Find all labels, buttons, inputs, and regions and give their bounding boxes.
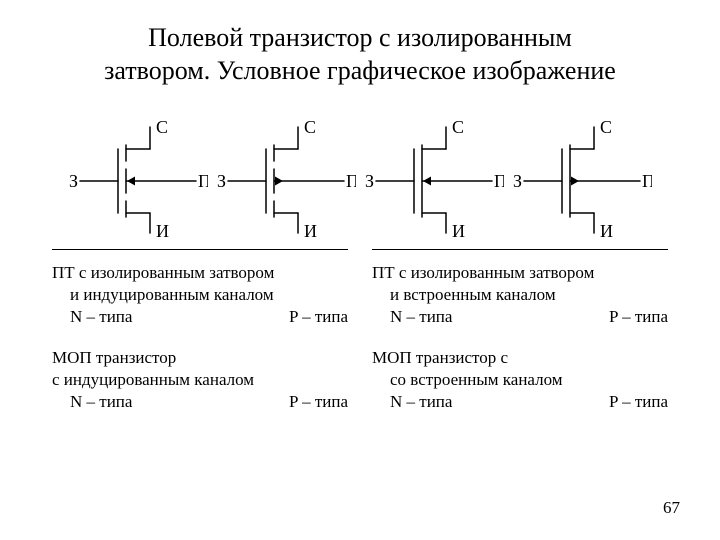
n-type: N – типа	[390, 391, 452, 413]
svg-text:П: П	[494, 171, 504, 191]
svg-text:С: С	[452, 121, 464, 137]
svg-text:И: И	[156, 221, 169, 241]
svg-text:С: С	[304, 121, 316, 137]
n-type: N – типа	[70, 391, 132, 413]
caption-types: N – типа P – типа	[372, 391, 668, 413]
p-type: P – типа	[609, 391, 668, 413]
mosfet-symbol-built-n: С З И П	[364, 121, 504, 241]
svg-text:П: П	[198, 171, 208, 191]
symbol-cell: С З И П	[64, 121, 212, 241]
p-type: P – типа	[289, 391, 348, 413]
p-type: P – типа	[289, 306, 348, 328]
page-number: 67	[663, 498, 680, 518]
p-type: P – типа	[609, 306, 668, 328]
n-type: N – типа	[390, 306, 452, 328]
svg-text:З: З	[69, 171, 78, 191]
caption-left-mop: МОП транзисторс индуцированным каналомN …	[52, 347, 348, 412]
svg-text:П: П	[642, 171, 652, 191]
svg-text:С: С	[156, 121, 168, 137]
symbol-cell: С З И П	[212, 121, 360, 241]
caption-line: МОП транзистор с	[372, 347, 668, 369]
caption-left-pt: ПТ с изолированным затвороми индуцирован…	[52, 262, 348, 327]
caption-types: N – типа P – типа	[372, 306, 668, 328]
caption-types: N – типа P – типа	[52, 306, 348, 328]
symbol-cell: С З И П	[360, 121, 508, 241]
group-underline	[52, 249, 348, 250]
caption-line: и встроенным каналом	[372, 284, 668, 306]
symbol-cell: С З И П	[508, 121, 656, 241]
svg-text:З: З	[217, 171, 226, 191]
group-underline	[372, 249, 668, 250]
title-line-1: Полевой транзистор с изолированным	[148, 23, 572, 52]
caption-line: ПТ с изолированным затвором	[52, 262, 348, 284]
caption-types: N – типа P – типа	[52, 391, 348, 413]
symbols-row: С З И П С З И П С З И П С З И П	[0, 121, 720, 241]
svg-text:С: С	[600, 121, 612, 137]
svg-text:И: И	[600, 221, 613, 241]
caption-line: с индуцированным каналом	[52, 369, 348, 391]
svg-text:П: П	[346, 171, 356, 191]
caption-line: со встроенным каналом	[372, 369, 668, 391]
n-type: N – типа	[70, 306, 132, 328]
mosfet-symbol-built-p: С З И П	[512, 121, 652, 241]
caption-row-pt: ПТ с изолированным затвороми индуцирован…	[0, 262, 720, 327]
caption-line: МОП транзистор	[52, 347, 348, 369]
page-title: Полевой транзистор с изолированным затво…	[0, 0, 720, 97]
caption-line: ПТ с изолированным затвором	[372, 262, 668, 284]
svg-text:З: З	[513, 171, 522, 191]
svg-text:И: И	[304, 221, 317, 241]
caption-line: и индуцированным каналом	[52, 284, 348, 306]
caption-right-pt: ПТ с изолированным затвороми встроенным …	[372, 262, 668, 327]
mosfet-symbol-induced-p: С З И П	[216, 121, 356, 241]
svg-text:И: И	[452, 221, 465, 241]
svg-text:З: З	[365, 171, 374, 191]
underline-row	[0, 249, 720, 250]
title-line-2: затвором. Условное графическое изображен…	[104, 56, 616, 85]
caption-row-mop: МОП транзисторс индуцированным каналомN …	[0, 347, 720, 412]
captions-area: ПТ с изолированным затвороми индуцирован…	[0, 249, 720, 413]
caption-right-mop: МОП транзистор ссо встроенным каналомN –…	[372, 347, 668, 412]
mosfet-symbol-induced-n: С З И П	[68, 121, 208, 241]
